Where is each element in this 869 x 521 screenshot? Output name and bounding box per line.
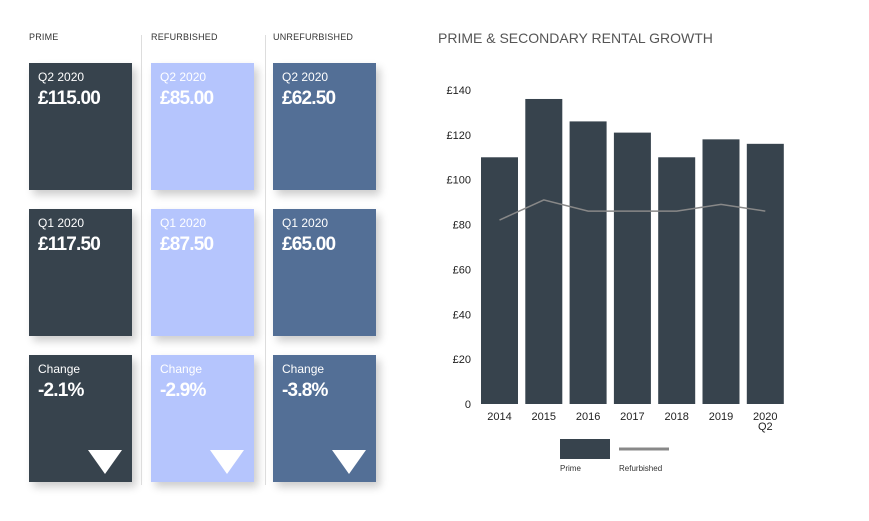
- card-label: Q1 2020: [38, 216, 85, 230]
- card-value: £115.00: [38, 88, 101, 109]
- card-label: Change: [160, 362, 203, 376]
- legend-label-prime: Prime: [560, 464, 581, 473]
- x-tick-label: 2019: [709, 411, 733, 423]
- column-divider: [265, 35, 266, 485]
- card-label: Q2 2020: [38, 70, 85, 84]
- card-value: -3.8%: [282, 380, 328, 401]
- y-tick-label: £100: [447, 175, 471, 187]
- y-tick-label: £60: [453, 264, 471, 276]
- kpi-card: Change -2.9%: [151, 355, 254, 482]
- chart-title: PRIME & SECONDARY RENTAL GROWTH: [438, 30, 713, 46]
- x-tick-label: 2016: [576, 411, 600, 423]
- card-value: £85.00: [160, 88, 214, 109]
- card-value: £117.50: [38, 234, 101, 255]
- bar-prime: [613, 132, 651, 404]
- x-tick-label: 2015: [532, 411, 556, 423]
- kpi-card: Change -2.1%: [29, 355, 132, 482]
- card-label: Q2 2020: [282, 70, 329, 84]
- bar-prime: [658, 157, 696, 404]
- y-tick-label: £120: [447, 130, 471, 142]
- card-value: -2.9%: [160, 380, 206, 401]
- kpi-card: Change -3.8%: [273, 355, 376, 482]
- triangle-down-icon: [210, 450, 244, 474]
- x-tick-label: 2017: [620, 411, 644, 423]
- triangle-down-icon: [88, 450, 122, 474]
- bar-prime: [746, 143, 784, 405]
- kpi-card: Q1 2020 £65.00: [273, 209, 376, 336]
- x-tick-label: 2014: [487, 411, 511, 423]
- triangle-down-icon: [332, 450, 366, 474]
- bar-prime: [481, 157, 518, 404]
- y-tick-label: £80: [453, 220, 471, 232]
- bar-prime: [525, 98, 563, 404]
- y-tick-label: 0: [465, 399, 471, 411]
- card-label: Change: [38, 362, 81, 376]
- card-value: -2.1%: [38, 380, 84, 401]
- card-label: Q1 2020: [160, 216, 207, 230]
- kpi-card: Q1 2020 £117.50: [29, 209, 132, 336]
- card-value: £87.50: [160, 234, 214, 255]
- x-tick-label: 2020 Q2: [753, 411, 777, 433]
- kpi-card: Q2 2020 £62.50: [273, 63, 376, 190]
- kpi-card: Q2 2020 £85.00: [151, 63, 254, 190]
- legend-swatch-prime: [560, 439, 610, 459]
- card-label: Q1 2020: [282, 216, 329, 230]
- column-divider: [141, 35, 142, 485]
- column-heading: PRIME: [29, 32, 59, 42]
- y-tick-label: £140: [447, 85, 471, 97]
- y-tick-label: £40: [453, 309, 471, 321]
- card-value: £65.00: [282, 234, 336, 255]
- card-value: £62.50: [282, 88, 336, 109]
- y-tick-label: £20: [453, 354, 471, 366]
- card-label: Change: [282, 362, 325, 376]
- column-heading: UNREFURBISHED: [273, 32, 354, 42]
- bar-prime: [569, 121, 607, 405]
- card-label: Q2 2020: [160, 70, 207, 84]
- bar-prime: [702, 139, 740, 405]
- column-heading: REFURBISHED: [151, 32, 218, 42]
- legend-label-refurbished: Refurbished: [619, 464, 662, 473]
- kpi-card: Q2 2020 £115.00: [29, 63, 132, 190]
- line-refurbished: [499, 199, 766, 221]
- kpi-card: Q1 2020 £87.50: [151, 209, 254, 336]
- x-tick-label: 2018: [664, 411, 688, 423]
